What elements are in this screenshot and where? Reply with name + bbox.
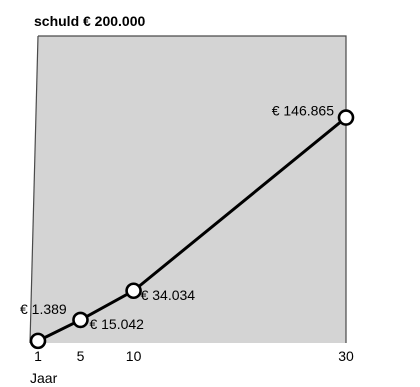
- x-tick-label: 5: [77, 348, 85, 364]
- markers-group: [29, 109, 355, 350]
- area-top-edge: [38, 35, 347, 343]
- shaded-area: [30, 36, 346, 343]
- data-label: € 34.034: [141, 287, 196, 303]
- x-tick-label: 30: [338, 348, 354, 364]
- chart-title: schuld € 200.000: [34, 13, 146, 29]
- x-tick-label: 10: [126, 348, 142, 364]
- data-point-marker: [29, 332, 47, 350]
- data-point-marker: [72, 311, 89, 329]
- series-line-group: [37, 116, 347, 343]
- data-point-marker: [125, 282, 142, 300]
- x-tick-labels-group: 1 5 10 30: [34, 348, 354, 364]
- data-label: € 146.865: [272, 103, 334, 119]
- series-line: [37, 116, 347, 343]
- x-axis-label: Jaar: [30, 370, 58, 386]
- data-point-marker: [337, 109, 355, 126]
- data-label: € 1.389: [20, 301, 67, 317]
- area-left-edge: [29, 35, 39, 344]
- x-tick-label: 1: [34, 348, 42, 364]
- data-label: € 15.042: [89, 316, 144, 332]
- data-labels-group: € 1.389 € 15.042 € 34.034 € 146.865: [20, 103, 334, 332]
